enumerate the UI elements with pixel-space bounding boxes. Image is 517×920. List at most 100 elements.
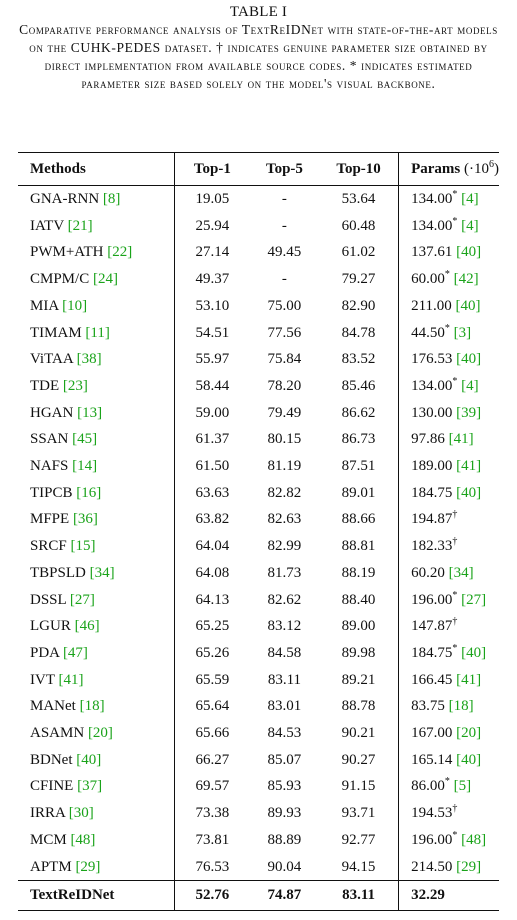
params-cell: 194.87† — [399, 506, 499, 533]
params-value: 134.00 — [411, 377, 453, 394]
top5-cell: 75.84 — [267, 351, 302, 368]
citation-link[interactable]: [20] — [87, 725, 113, 742]
citation-link[interactable]: [11] — [85, 324, 110, 341]
method-cell: IATV [21] — [18, 212, 175, 240]
params-cell: 166.45 [41] — [399, 667, 499, 694]
top5-cell: 82.82 — [267, 484, 302, 501]
method-name: CMPM/C — [30, 271, 90, 288]
citation-link[interactable]: [22] — [107, 244, 133, 261]
table-row: MIA [10] 53.10 75.00 82.90 211.00 [40] — [18, 292, 499, 320]
params-value: 167.00 — [411, 725, 453, 742]
table-row: TIMAM [11] 54.51 77.56 84.78 44.50* [3] — [18, 319, 499, 347]
params-cell: 134.00* [4] — [399, 373, 499, 400]
params-citation-link[interactable]: [4] — [461, 191, 479, 207]
method-cell: SRCF [15] — [18, 533, 175, 560]
top10-cell: 89.01 — [319, 479, 400, 507]
params-citation-link[interactable]: [34] — [448, 564, 474, 581]
params-citation-link[interactable]: [18] — [448, 698, 474, 715]
top1-cell: 54.51 — [195, 324, 230, 341]
table-row: APTM [29] 76.53 90.04 94.15 214.50 [29] — [18, 853, 499, 881]
method-cell: DSSL [27] — [18, 586, 175, 614]
params-citation-link[interactable]: [3] — [453, 324, 472, 341]
citation-link[interactable]: [18] — [79, 698, 105, 715]
params-cell: 60.20 [34] — [399, 560, 499, 587]
citation-link[interactable]: [48] — [70, 831, 96, 848]
citation-link[interactable]: [45] — [72, 431, 98, 448]
params-citation-link[interactable]: [29] — [456, 858, 482, 875]
citation-link[interactable]: [14] — [72, 458, 98, 475]
citation-link[interactable]: [30] — [68, 805, 94, 822]
params-citation-link[interactable]: [41] — [456, 671, 482, 688]
params-citation-link[interactable]: [40] — [455, 297, 481, 314]
top1-cell: 61.37 — [195, 431, 230, 448]
params-mark: * — [452, 642, 458, 654]
params-cell: 211.00 [40] — [399, 293, 499, 320]
citation-link[interactable]: [13] — [77, 404, 103, 421]
citation-link[interactable]: [38] — [76, 351, 102, 368]
top1-cell: 25.94 — [195, 217, 230, 234]
params-value: 83.75 — [411, 698, 445, 715]
params-citation-link[interactable]: [4] — [461, 377, 479, 394]
params-citation-link[interactable]: [48] — [461, 831, 487, 848]
params-citation-link[interactable]: [42] — [453, 271, 479, 288]
params-citation-link[interactable]: [40] — [456, 244, 482, 261]
citation-link[interactable]: [10] — [62, 297, 88, 314]
params-cell: 97.86 [41] — [399, 426, 499, 453]
method-name: TextReIDNet — [18, 880, 175, 912]
params-citation-link[interactable]: [4] — [461, 217, 479, 234]
citation-link[interactable]: [40] — [76, 751, 102, 768]
method-cell: PWM+ATH [22] — [18, 239, 175, 267]
params-citation-link[interactable]: [27] — [461, 591, 487, 608]
top1-cell: 73.38 — [195, 805, 230, 822]
citation-link[interactable]: [24] — [92, 271, 118, 288]
method-cell: MANet [18] — [18, 693, 175, 721]
method-name: SSAN — [30, 431, 69, 448]
citation-link[interactable]: [41] — [58, 671, 84, 688]
top5-cell: 78.20 — [267, 377, 302, 394]
citation-link[interactable]: [15] — [70, 538, 96, 555]
table-caption: Comparative performance analysis of Text… — [19, 22, 498, 91]
table-row: SRCF [15] 64.04 82.99 88.81 182.33† — [18, 533, 499, 560]
top5-cell: 81.19 — [267, 458, 302, 475]
citation-link[interactable]: [34] — [89, 564, 115, 581]
params-cell: 182.33† — [399, 533, 499, 560]
top5-cell: 88.89 — [267, 831, 302, 848]
top5-cell: 82.62 — [267, 591, 302, 608]
params-value: 194.53 — [411, 805, 453, 822]
top5-cell: 79.49 — [267, 404, 302, 421]
params-citation-link[interactable]: [20] — [456, 725, 482, 742]
top1-cell: 65.66 — [195, 725, 230, 742]
citation-link[interactable]: [16] — [76, 484, 102, 501]
params-citation-link[interactable]: [39] — [456, 404, 482, 421]
citation-link[interactable]: [21] — [67, 217, 93, 234]
citation-link[interactable]: [46] — [74, 618, 100, 635]
table-row: TIPCB [16] 63.63 82.82 89.01 184.75 [40] — [18, 479, 499, 507]
table-row: CMPM/C [24] 49.37-79.27 60.00* [42] — [18, 266, 499, 293]
citation-link[interactable]: [47] — [62, 644, 88, 661]
params-citation-link[interactable]: [41] — [456, 458, 482, 475]
params-citation-link[interactable]: [40] — [456, 484, 482, 501]
method-cell: PDA [47] — [18, 639, 175, 667]
citation-link[interactable]: [29] — [75, 858, 101, 875]
params-citation-link[interactable]: [5] — [453, 778, 472, 795]
top5-cell: 84.58 — [267, 644, 302, 661]
citation-link[interactable]: [37] — [77, 778, 103, 795]
method-cell: TIMAM [11] — [18, 319, 175, 347]
top5-cell: 49.45 — [267, 244, 302, 261]
params-citation-link[interactable]: [40] — [461, 644, 487, 661]
method-name: NAFS — [30, 458, 69, 475]
citation-link[interactable]: [27] — [69, 591, 95, 608]
top5-cell: 85.93 — [267, 778, 302, 795]
params-citation-link[interactable]: [40] — [456, 751, 482, 768]
citation-link[interactable]: [36] — [72, 511, 98, 528]
method-cell: BDNet [40] — [18, 746, 175, 774]
params-citation-link[interactable]: [41] — [448, 431, 474, 448]
citation-link[interactable]: [23] — [62, 377, 88, 394]
citation-link[interactable]: [8] — [102, 191, 121, 207]
params-value: 137.61 — [411, 244, 453, 261]
header-top5: Top-5 — [249, 152, 319, 186]
method-cell: NAFS [14] — [18, 453, 175, 480]
params-citation-link[interactable]: [40] — [456, 351, 482, 368]
top10-cell: 61.02 — [319, 239, 400, 267]
